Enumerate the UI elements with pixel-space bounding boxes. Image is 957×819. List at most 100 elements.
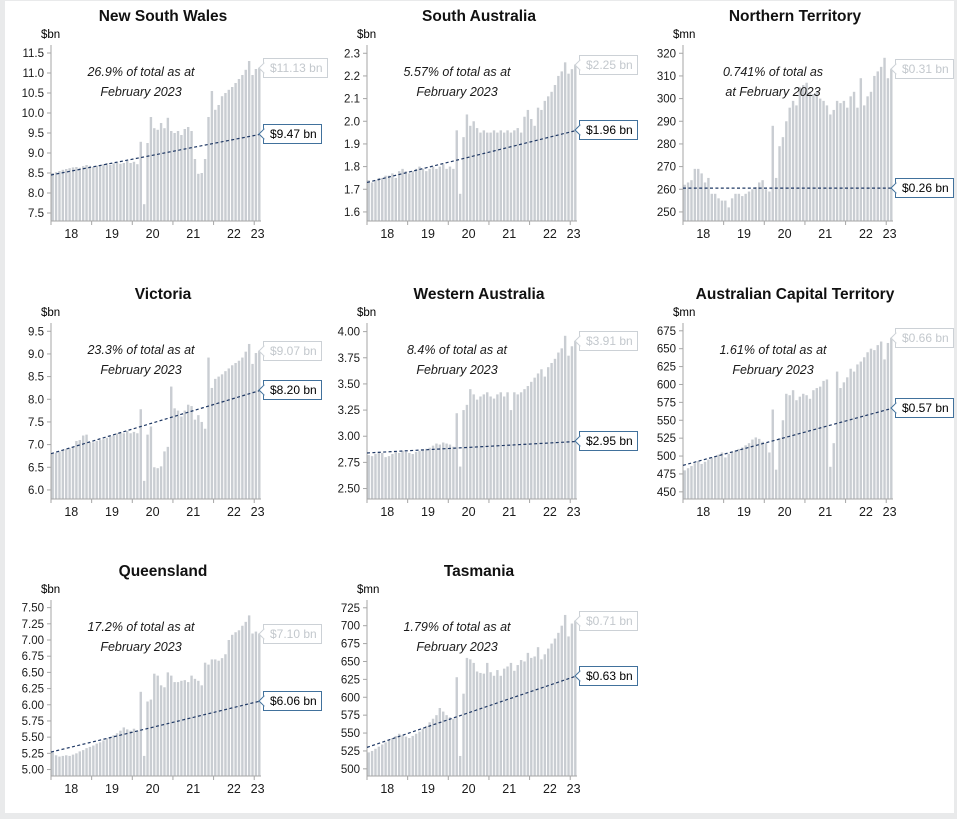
axis-unit-label: $bn: [41, 307, 61, 319]
svg-text:260: 260: [657, 184, 676, 196]
svg-text:18: 18: [380, 505, 394, 519]
chart-area: $bn 6.0 6.5 7.0 7.5 8.0 8.5 9.0 9.5 18 19 20 21 22 23…: [5, 304, 322, 544]
svg-text:2.2: 2.2: [344, 71, 360, 83]
bar-plot: 2.50 2.75 3.00 3.25 3.50 3.75 4.00 18 19 20 21 22 23: [338, 323, 581, 519]
svg-text:550: 550: [657, 415, 676, 427]
percent-annotation: 0.741% of total as at February 2023: [681, 62, 865, 102]
latest-value-text: $7.10 bn: [270, 626, 317, 641]
latest-value-text: $3.91 bn: [586, 334, 633, 349]
svg-text:21: 21: [186, 782, 200, 796]
chart-panel-victoria: Victoria $bn 6.0 6.5 7.0 7.5 8.0 8.5 9.0 9.5 18 1…: [5, 273, 322, 550]
svg-text:21: 21: [818, 227, 832, 241]
chart-panel-australian-capital-territory: Australian Capital Territory $mn 450 475 5…: [637, 273, 954, 550]
annotation-line: 17.2% of total as at: [87, 620, 195, 634]
annotation-line: February 2023: [732, 363, 814, 377]
svg-text:22: 22: [543, 782, 557, 796]
svg-text:19: 19: [421, 505, 435, 519]
annotation-line: 5.57% of total as at: [403, 65, 511, 79]
svg-text:20: 20: [146, 227, 160, 241]
svg-text:300: 300: [657, 94, 676, 106]
svg-text:600: 600: [341, 692, 360, 704]
chart-panel-western-australia: Western Australia $bn 2.50 2.75 3.00 3.25 3.…: [321, 273, 638, 550]
svg-text:625: 625: [657, 362, 676, 374]
chart-panel-northern-territory: Northern Territory $mn 250 260 270 280 290 30…: [637, 1, 954, 273]
latest-value-callout: $11.13 bn: [263, 57, 328, 78]
trend-value-text: $2.95 bn: [586, 434, 633, 449]
trend-value-callout: $2.95 bn: [579, 431, 638, 452]
percent-annotation: 1.79% of total as at February 2023: [365, 617, 549, 657]
svg-text:21: 21: [502, 227, 516, 241]
trend-value-callout: $0.63 bn: [579, 665, 638, 686]
svg-text:7.5: 7.5: [28, 417, 44, 429]
svg-text:6.5: 6.5: [28, 462, 44, 474]
svg-text:19: 19: [421, 782, 435, 796]
trend-value-text: $8.20 bn: [270, 383, 317, 398]
svg-text:20: 20: [146, 782, 160, 796]
svg-text:9.0: 9.0: [28, 148, 44, 160]
svg-text:9.0: 9.0: [28, 349, 44, 361]
latest-value-text: $0.71 bn: [586, 613, 633, 628]
annotation-line: February 2023: [100, 363, 182, 377]
bar-plot: 250 260 270 280 290 300 310 320 18 19 20 21 22 23: [657, 45, 897, 241]
axis-unit-label: $bn: [41, 584, 61, 596]
annotation-line: 8.4% of total as at: [406, 343, 508, 357]
chart-title: Northern Territory: [728, 8, 862, 25]
trend-value-text: $1.96 bn: [586, 123, 633, 138]
svg-text:18: 18: [64, 505, 78, 519]
chart-title: Western Australia: [413, 286, 545, 303]
chart-panel-south-australia: South Australia $bn 1.6 1.7 1.8 1.9 2.0 2.1 2.…: [321, 1, 638, 273]
svg-text:575: 575: [657, 397, 676, 409]
svg-text:6.75: 6.75: [22, 651, 44, 663]
svg-text:500: 500: [657, 451, 676, 463]
svg-text:22: 22: [859, 227, 873, 241]
annotation-line: February 2023: [100, 640, 182, 654]
svg-text:2.50: 2.50: [338, 484, 360, 496]
svg-text:290: 290: [657, 116, 676, 128]
svg-text:18: 18: [380, 782, 394, 796]
svg-text:19: 19: [737, 227, 751, 241]
percent-annotation: 1.61% of total as at February 2023: [681, 340, 865, 380]
svg-text:1.7: 1.7: [344, 184, 360, 196]
svg-text:675: 675: [657, 326, 676, 338]
chart-area: $mn 250 260 270 280 290 300 310 320 18 19 20 21 22 23…: [637, 26, 954, 266]
svg-text:23: 23: [883, 227, 897, 241]
svg-text:21: 21: [502, 505, 516, 519]
annotation-line: 1.61% of total as at: [719, 343, 827, 357]
svg-text:5.25: 5.25: [22, 748, 44, 760]
svg-text:20: 20: [462, 505, 476, 519]
chart-area: $bn 2.50 2.75 3.00 3.25 3.50 3.75 4.00 18 19 20 21…: [321, 304, 638, 544]
svg-text:5.50: 5.50: [22, 732, 44, 744]
svg-text:22: 22: [543, 505, 557, 519]
svg-text:575: 575: [341, 710, 360, 722]
svg-text:20: 20: [778, 227, 792, 241]
latest-value-callout: $9.07 bn: [263, 340, 322, 361]
svg-text:650: 650: [657, 344, 676, 356]
annotation-line: February 2023: [416, 363, 498, 377]
chart-title: South Australia: [422, 8, 536, 25]
svg-text:21: 21: [186, 227, 200, 241]
chart-area: $mn 500 525 550 575 600 625 650 675 700 725 18 19 20…: [321, 581, 638, 813]
svg-text:3.00: 3.00: [338, 431, 360, 443]
svg-text:250: 250: [657, 207, 676, 219]
bar-plot: 450 475 500 525 550 575 600 625 650 675 18 19 20 21 22…: [657, 323, 897, 519]
percent-annotation: 8.4% of total as at February 2023: [365, 340, 549, 380]
trend-value-text: $9.47 bn: [270, 127, 317, 142]
svg-text:1.6: 1.6: [344, 207, 360, 219]
latest-value-callout: $2.25 bn: [579, 54, 638, 75]
chart-panel-new-south-wales: New South Wales $bn 7.5 8.0 8.5 9.0 9.5 10.0 1…: [5, 1, 328, 273]
svg-text:11.0: 11.0: [22, 68, 44, 80]
svg-text:23: 23: [883, 505, 897, 519]
trend-value-callout: $6.06 bn: [263, 690, 322, 711]
trend-value-callout: $8.20 bn: [263, 380, 322, 401]
svg-text:22: 22: [227, 227, 241, 241]
svg-text:23: 23: [251, 505, 265, 519]
svg-text:525: 525: [341, 746, 360, 758]
svg-text:2.0: 2.0: [344, 116, 360, 128]
bar-plot: 7.5 8.0 8.5 9.0 9.5 10.0 10.5 11.0 11.5 18 19 20 21 2…: [22, 45, 265, 241]
svg-text:18: 18: [696, 505, 710, 519]
trend-value-text: $0.26 bn: [902, 181, 949, 196]
chart-area: $bn 1.6 1.7 1.8 1.9 2.0 2.1 2.2 2.3 18 19 20 21 22 23…: [321, 26, 638, 266]
svg-text:3.75: 3.75: [338, 353, 360, 365]
svg-text:18: 18: [64, 782, 78, 796]
